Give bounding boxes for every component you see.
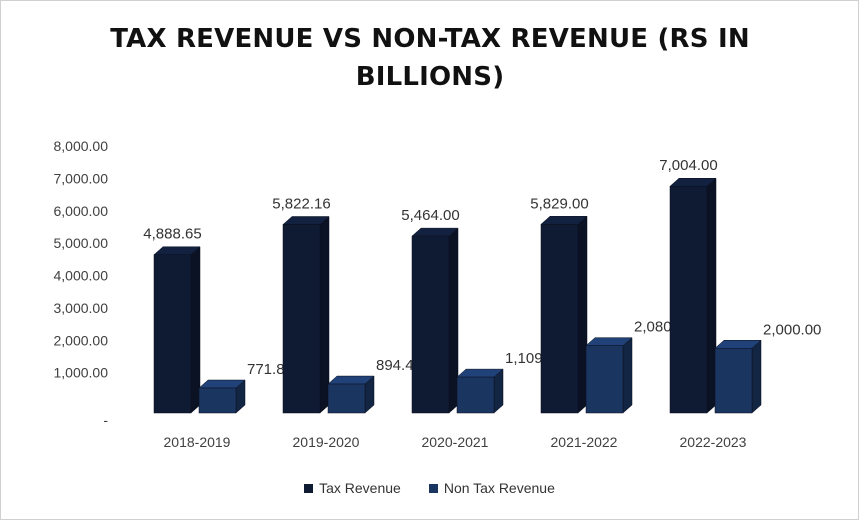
bar-side-tax: [319, 215, 330, 414]
data-label-non-tax: 2,000.00: [763, 321, 821, 338]
data-label-non-tax: 894.46: [376, 357, 422, 374]
bar-side-tax: [448, 227, 459, 414]
data-label-non-tax: 771.86: [247, 361, 293, 378]
data-label-tax: 4,888.65: [143, 226, 201, 243]
y-tick-label: 3,000.00: [54, 300, 109, 316]
bar-tax-revenue: [411, 235, 450, 414]
bar-side-tax: [706, 177, 717, 414]
y-tick-label: 7,000.00: [54, 170, 109, 186]
y-tick-label: 5,000.00: [54, 235, 109, 251]
y-tick-label: 6,000.00: [54, 203, 109, 219]
data-label-tax: 5,822.16: [272, 196, 330, 213]
bar-side-non-tax: [751, 339, 762, 414]
bar-tax-revenue: [669, 185, 708, 414]
chart-legend: Tax Revenue Non Tax Revenue: [0, 480, 859, 496]
bar-tax-revenue: [153, 254, 192, 414]
x-tick-label: 2019-2020: [293, 434, 360, 450]
x-tick-label: 2022-2023: [680, 434, 747, 450]
x-tick-label: 2018-2019: [164, 434, 231, 450]
y-tick-label: 1,000.00: [54, 365, 109, 381]
bar-non-tax-revenue: [585, 345, 624, 414]
bar-non-tax-revenue: [456, 376, 495, 414]
data-label-tax: 5,464.00: [401, 207, 459, 224]
data-label-tax: 5,829.00: [530, 195, 588, 212]
bar-non-tax-revenue: [327, 383, 366, 414]
chart-title: TAX REVENUE VS NON-TAX REVENUE (RS IN BI…: [110, 24, 750, 92]
y-tick-label: 2,000.00: [54, 332, 109, 348]
y-tick-label: 8,000.00: [54, 138, 109, 154]
legend-swatch-non-tax-revenue: [428, 483, 438, 493]
data-label-tax: 7,004.00: [659, 157, 717, 174]
legend-label-tax-revenue: Tax Revenue: [319, 480, 401, 496]
bar-non-tax-revenue: [714, 348, 753, 414]
bar-side-non-tax: [622, 337, 633, 414]
legend-item-tax-revenue: Tax Revenue: [304, 480, 401, 496]
legend-item-non-tax-revenue: Non Tax Revenue: [428, 480, 555, 496]
bar-tax-revenue: [540, 224, 579, 414]
x-tick-label: 2020-2021: [422, 434, 489, 450]
y-tick-label: 4,000.00: [54, 268, 109, 284]
legend-swatch-tax-revenue: [304, 483, 314, 493]
bar-tax-revenue: [282, 224, 321, 414]
bar-side-tax: [577, 215, 588, 414]
bar-non-tax-revenue: [198, 387, 237, 414]
legend-label-non-tax-revenue: Non Tax Revenue: [443, 480, 555, 496]
y-tick-label: -: [103, 412, 108, 428]
x-tick-label: 2021-2022: [551, 434, 618, 450]
